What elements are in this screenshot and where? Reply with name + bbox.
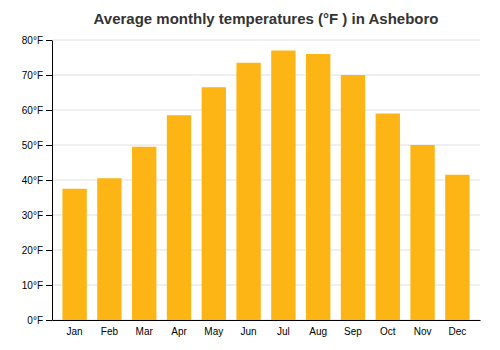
y-tick-mark: [46, 250, 52, 251]
x-tick-label: Jun: [241, 326, 257, 337]
bar: [132, 147, 156, 320]
x-tick: Oct: [380, 326, 396, 337]
bar: [271, 51, 295, 321]
grid: [52, 40, 480, 320]
y-tick-label: 60°F: [22, 105, 43, 116]
x-axis: Jan Feb Mar Apr May Jun Jul Aug Sep Oct Nov Dec: [53, 321, 481, 338]
y-tick-mark: [46, 145, 52, 146]
x-tick-label: Sep: [344, 326, 362, 337]
grid-line: [52, 110, 480, 111]
bar: [97, 178, 121, 320]
x-tick: Dec: [448, 326, 466, 337]
bar: [236, 63, 260, 320]
y-tick: 70°F: [22, 70, 52, 81]
y-axis: 0°F 10°F 20°F 30°F 40°F 50°F 60°F 70°F 80°F: [22, 35, 53, 326]
bar: [62, 189, 86, 320]
x-tick: Sep: [344, 326, 362, 337]
y-tick: 50°F: [22, 140, 52, 151]
y-tick: 0°F: [27, 315, 52, 326]
x-tick: Jul: [277, 326, 290, 337]
y-tick-label: 40°F: [22, 175, 43, 186]
y-tick-mark: [46, 285, 52, 286]
x-tick: Feb: [101, 326, 119, 337]
x-tick-label: Jan: [67, 326, 83, 337]
y-tick-mark: [46, 110, 52, 111]
y-tick: 30°F: [22, 210, 52, 221]
x-tick: Nov: [414, 326, 432, 337]
x-tick: Jun: [241, 326, 257, 337]
x-tick-label: May: [204, 326, 223, 337]
x-tick: Jan: [67, 326, 83, 337]
grid-line: [52, 40, 480, 41]
y-tick-label: 70°F: [22, 70, 43, 81]
x-tick: Aug: [309, 326, 327, 337]
bar: [167, 115, 191, 320]
bars: [62, 51, 469, 321]
y-tick-mark: [46, 75, 52, 76]
grid-line: [52, 75, 480, 76]
y-tick: 60°F: [22, 105, 52, 116]
x-tick-label: Apr: [171, 326, 187, 337]
y-tick-mark: [46, 40, 52, 41]
y-tick: 10°F: [22, 280, 52, 291]
y-tick: 20°F: [22, 245, 52, 256]
chart-svg: 0°F 10°F 20°F 30°F 40°F 50°F 60°F 70°F 80°F Jan Fe…: [0, 0, 500, 350]
bar: [445, 175, 469, 320]
y-axis-line: [52, 41, 53, 321]
bar: [410, 145, 434, 320]
x-tick-label: Nov: [414, 326, 432, 337]
y-tick: 40°F: [22, 175, 52, 186]
y-tick-label: 20°F: [22, 245, 43, 256]
y-tick-mark: [46, 320, 52, 321]
y-tick-label: 80°F: [22, 35, 43, 46]
x-tick-label: Dec: [448, 326, 466, 337]
y-tick-mark: [46, 215, 52, 216]
bar: [376, 114, 400, 321]
bar: [341, 75, 365, 320]
x-tick: May: [204, 326, 223, 337]
y-tick: 80°F: [22, 35, 52, 46]
title: Average monthly temperatures (°F ) in As…: [94, 10, 439, 27]
y-tick-label: 10°F: [22, 280, 43, 291]
plot-area: 0°F 10°F 20°F 30°F 40°F 50°F 60°F 70°F 80°F Jan Fe…: [22, 35, 481, 337]
chart-container: 0°F 10°F 20°F 30°F 40°F 50°F 60°F 70°F 80°F Jan Fe…: [0, 0, 500, 350]
x-tick-label: Feb: [101, 326, 119, 337]
y-tick-label: 30°F: [22, 210, 43, 221]
x-tick: Apr: [171, 326, 187, 337]
x-tick: Mar: [136, 326, 154, 337]
x-tick-label: Aug: [309, 326, 327, 337]
x-axis-line: [53, 320, 481, 321]
y-tick-label: 0°F: [27, 315, 43, 326]
y-tick-mark: [46, 180, 52, 181]
bar: [306, 54, 330, 320]
x-tick-label: Jul: [277, 326, 290, 337]
y-tick-label: 50°F: [22, 140, 43, 151]
bar: [202, 87, 226, 320]
x-tick-label: Mar: [136, 326, 154, 337]
x-tick-label: Oct: [380, 326, 396, 337]
